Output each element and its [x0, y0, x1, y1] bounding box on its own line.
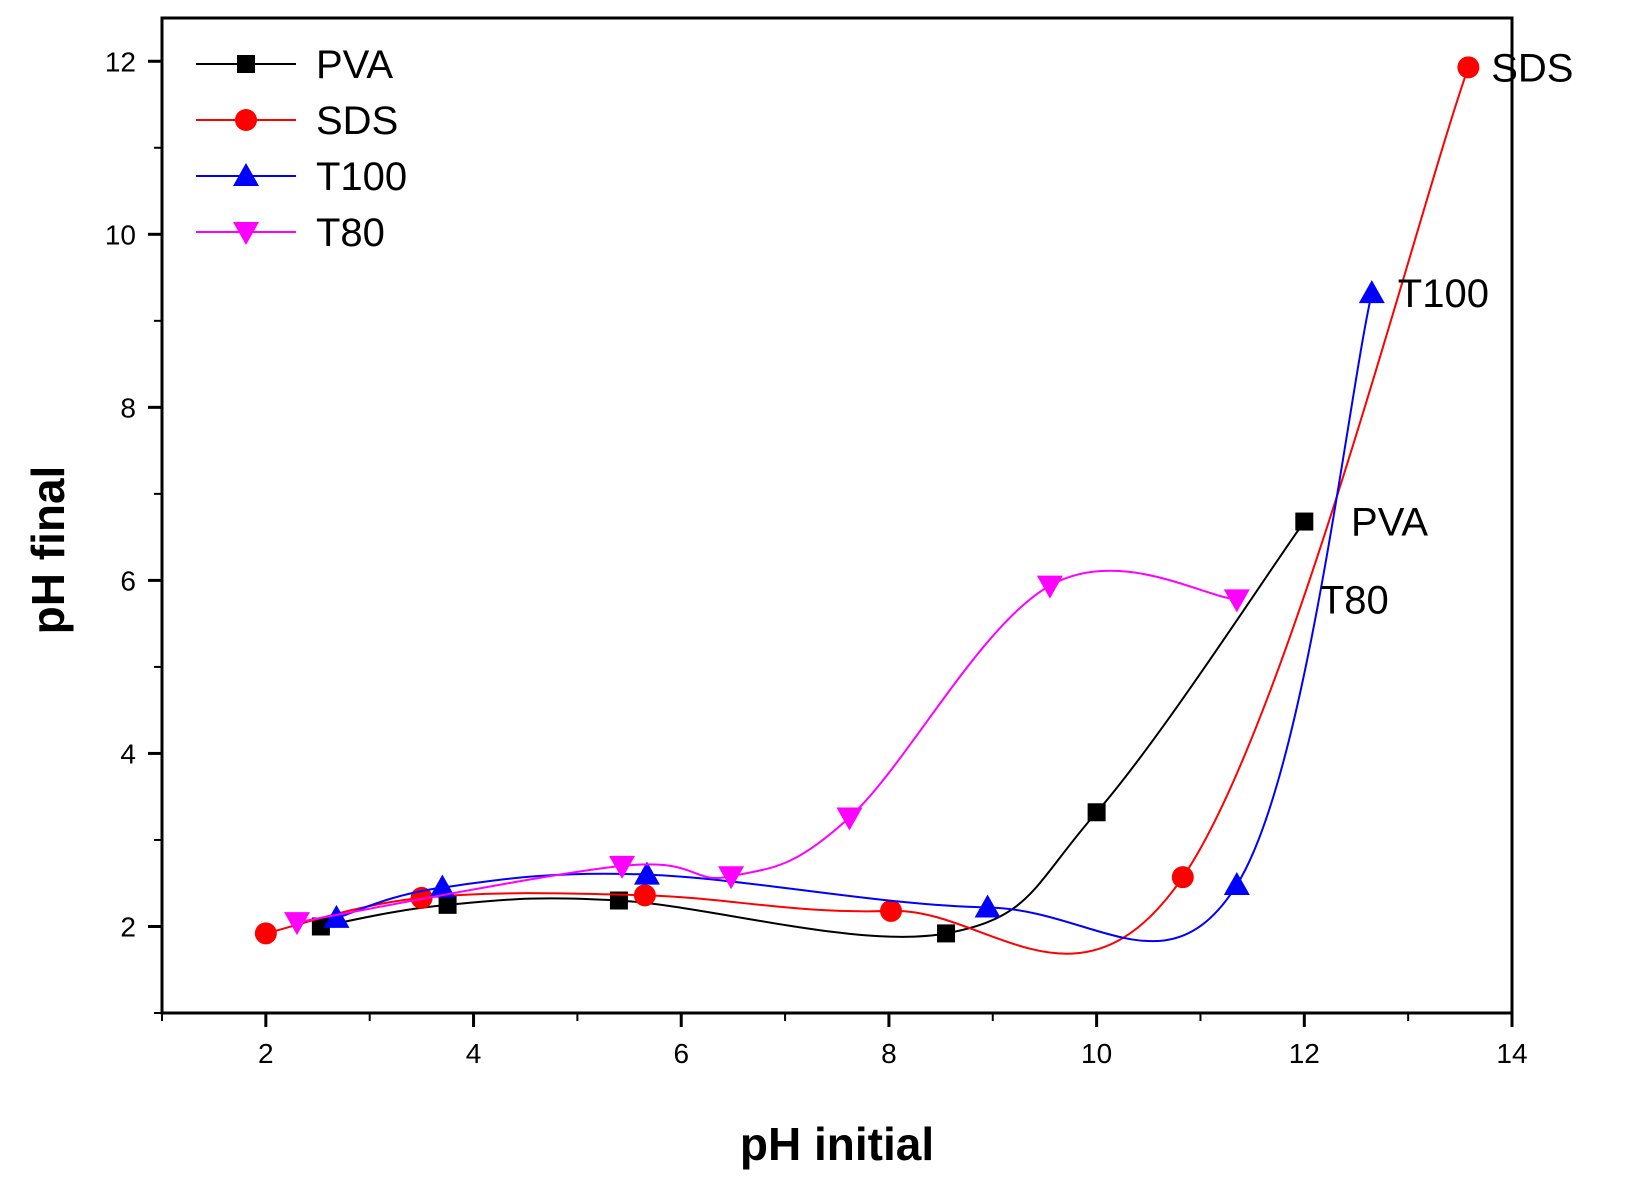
- legend-marker-sds: [235, 109, 257, 131]
- data-point-pva: [1087, 803, 1106, 822]
- data-point-t100: [429, 874, 456, 898]
- y-tick-label: 12: [105, 46, 136, 77]
- plot-frame: [160, 16, 1514, 1015]
- data-point-pva: [1295, 512, 1314, 531]
- annotations: SDS T100 PVA T80: [1320, 46, 1574, 622]
- legend-label-t80: T80: [316, 211, 385, 255]
- data-point-sds: [254, 922, 277, 945]
- annotation-pva: PVA: [1351, 501, 1428, 545]
- x-tick-label: 8: [881, 1038, 897, 1069]
- x-tick-label: 10: [1081, 1038, 1112, 1069]
- x-axis-title: pH initial: [740, 1118, 934, 1170]
- legend-label-pva: PVA: [316, 43, 393, 87]
- axis-ticks: 2 4 6 8 10 12 14 2 4 6 8 10 12: [105, 46, 1528, 1069]
- data-point-pva: [311, 917, 330, 936]
- legend-marker-pva: [237, 55, 255, 73]
- data-point-pva: [438, 895, 457, 914]
- data-point-t80: [1036, 575, 1063, 599]
- data-point-t80: [836, 807, 863, 831]
- data-point-t100: [633, 861, 660, 885]
- series-layer: [254, 56, 1480, 955]
- x-tick-label: 14: [1496, 1038, 1527, 1069]
- annotation-t100: T100: [1398, 272, 1489, 316]
- data-point-t100: [1223, 871, 1250, 895]
- series-pva: [311, 512, 1314, 943]
- x-tick-label: 12: [1289, 1038, 1320, 1069]
- x-tick-label: 6: [673, 1038, 689, 1069]
- series-t100: [323, 280, 1385, 943]
- data-point-t80: [718, 866, 745, 890]
- data-point-sds: [1171, 866, 1194, 889]
- data-point-pva: [937, 924, 956, 943]
- series-line-sds: [265, 66, 1470, 955]
- legend-marker-t100: [233, 163, 259, 186]
- annotation-sds: SDS: [1491, 46, 1573, 90]
- data-point-t80: [284, 912, 310, 936]
- data-point-t80: [609, 855, 636, 879]
- y-axis-title: pH final: [22, 466, 74, 635]
- data-point-t100: [323, 904, 350, 928]
- y-tick-label: 10: [105, 219, 136, 250]
- y-tick-label: 2: [120, 911, 136, 942]
- series-line-pva: [320, 520, 1306, 938]
- data-point-sds: [1457, 56, 1480, 79]
- series-line-t100: [336, 292, 1373, 943]
- annotation-t80: T80: [1320, 578, 1389, 622]
- legend-label-t100: T100: [316, 155, 407, 199]
- series-line-t80: [296, 569, 1237, 924]
- data-point-t100: [974, 894, 1001, 918]
- data-point-sds: [633, 884, 656, 907]
- y-tick-label: 6: [120, 565, 136, 596]
- legend: PVA SDS T100 T80: [196, 43, 407, 255]
- y-tick-label: 4: [120, 738, 136, 769]
- y-tick-label: 8: [120, 392, 136, 423]
- data-point-t100: [1358, 280, 1385, 304]
- legend-label-sds: SDS: [316, 99, 398, 143]
- data-point-pva: [609, 891, 628, 910]
- x-tick-label: 4: [466, 1038, 482, 1069]
- legend-marker-t80: [233, 222, 259, 245]
- series-t80: [284, 569, 1250, 936]
- series-sds: [254, 56, 1480, 955]
- data-point-t80: [1223, 589, 1250, 613]
- data-point-sds: [880, 899, 902, 922]
- x-tick-label: 2: [258, 1038, 274, 1069]
